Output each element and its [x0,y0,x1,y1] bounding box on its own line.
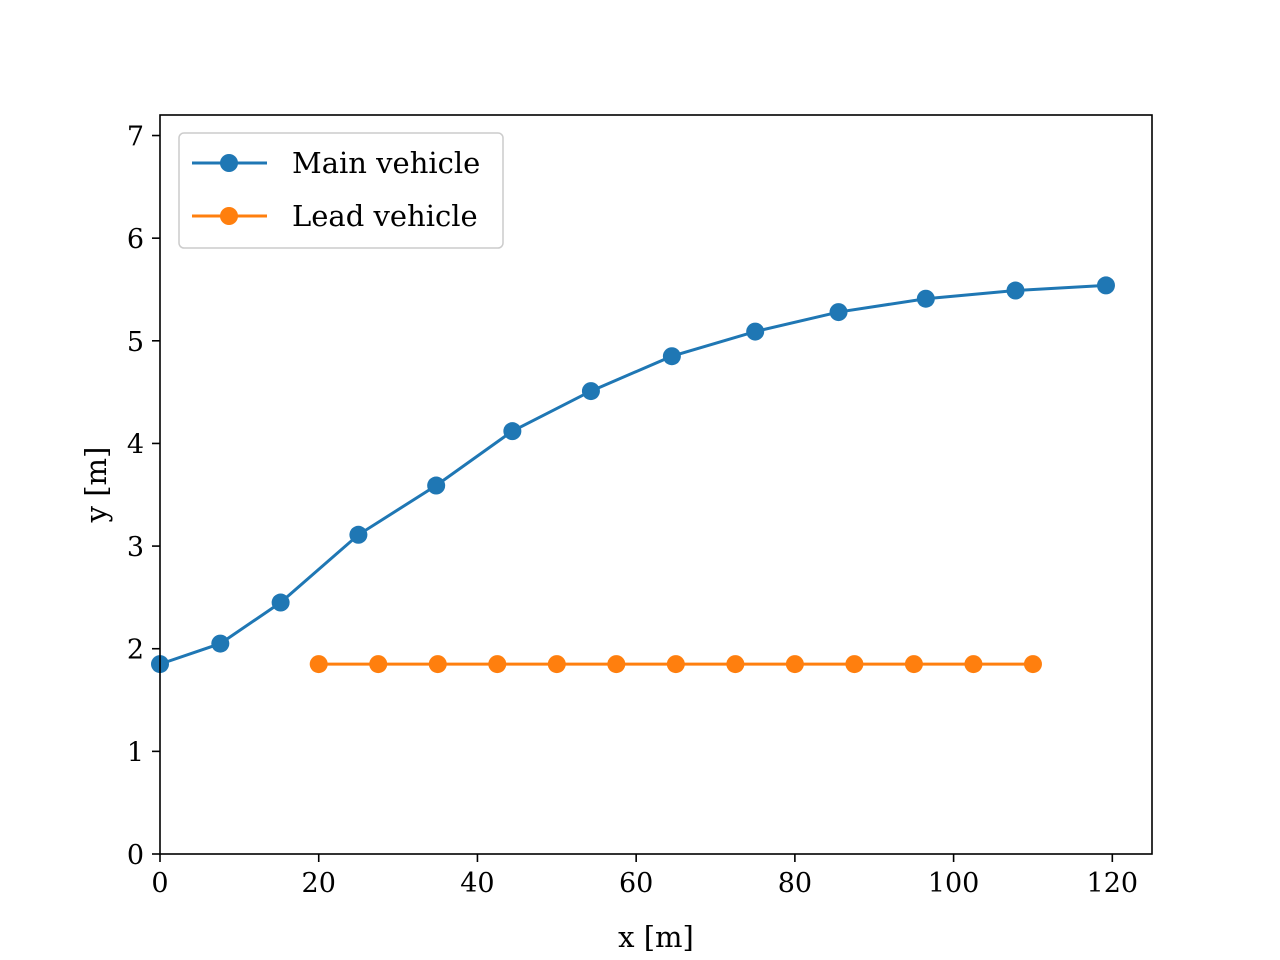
legend-label-main-vehicle: Main vehicle [292,146,480,180]
x-tick-label: 60 [619,868,653,899]
data-point-main-vehicle [503,422,522,441]
x-tick-label: 100 [928,868,980,899]
x-tick-label: 120 [1087,868,1139,899]
legend-entry-lead-vehicle: Lead vehicle [192,199,478,233]
data-point-lead-vehicle [785,655,804,674]
data-point-lead-vehicle [607,655,626,674]
y-axis-ticks: 0 1 2 3 4 5 6 7 [127,122,160,871]
data-point-lead-vehicle [488,655,507,674]
data-point-main-vehicle [581,382,600,401]
series-layer [151,276,1115,674]
y-tick-label: 7 [127,122,144,153]
data-point-main-vehicle [349,525,368,544]
data-point-lead-vehicle [964,655,983,674]
y-axis-label: y [m] [79,447,113,524]
legend-marker-main-vehicle [220,154,238,172]
y-tick-label: 0 [127,840,144,871]
data-point-lead-vehicle [309,655,328,674]
data-point-main-vehicle [1006,281,1025,300]
data-point-main-vehicle [1096,276,1115,295]
x-tick-label: 0 [151,868,168,899]
y-tick-label: 3 [127,532,144,563]
data-point-lead-vehicle [726,655,745,674]
legend-label-lead-vehicle: Lead vehicle [292,199,478,233]
axes-frame [159,114,1153,855]
legend-marker-lead-vehicle [220,207,238,225]
data-point-main-vehicle [427,476,446,495]
data-point-main-vehicle [271,593,290,612]
y-tick-label: 6 [127,224,144,255]
data-point-lead-vehicle [666,655,685,674]
data-point-main-vehicle [916,289,935,308]
x-axis-label: x [m] [618,920,694,954]
y-tick-label: 1 [127,737,144,768]
y-tick-label: 5 [127,327,144,358]
data-point-lead-vehicle [547,655,566,674]
legend: Main vehicle Lead vehicle [178,132,504,249]
data-point-main-vehicle [746,322,765,341]
y-tick-label: 4 [127,429,144,460]
data-point-main-vehicle [211,634,230,653]
data-point-main-vehicle [829,303,848,322]
legend-entry-main-vehicle: Main vehicle [192,146,480,180]
data-point-lead-vehicle [904,655,923,674]
data-point-lead-vehicle [845,655,864,674]
data-point-lead-vehicle [428,655,447,674]
x-tick-label: 80 [778,868,812,899]
data-point-lead-vehicle [1023,655,1042,674]
y-tick-label: 2 [127,635,144,666]
x-tick-label: 20 [302,868,336,899]
data-point-lead-vehicle [369,655,388,674]
data-point-main-vehicle [662,347,681,366]
x-tick-label: 40 [460,868,494,899]
x-axis-ticks: 0 20 40 60 80 100 120 [151,854,1138,899]
plot-area: 0 20 40 60 80 100 120 0 1 2 3 4 5 6 7 [127,114,1153,899]
